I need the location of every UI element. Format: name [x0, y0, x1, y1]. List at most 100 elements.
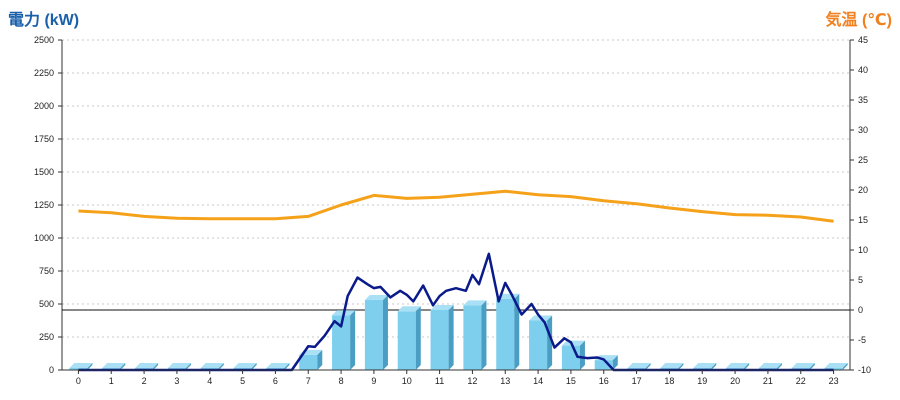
bar-front [529, 320, 548, 370]
bar-top [397, 306, 421, 312]
x-tick-label: 21 [763, 376, 773, 386]
bar [529, 315, 553, 370]
x-tick-label: 22 [796, 376, 806, 386]
bar-front [397, 311, 416, 370]
bar-side [514, 293, 520, 370]
x-tick-label: 7 [306, 376, 311, 386]
bar [397, 306, 421, 370]
bar-front [364, 300, 383, 370]
bar-side [809, 363, 815, 370]
bar-side [711, 363, 717, 370]
x-tick-label: 23 [829, 376, 839, 386]
x-tick-label: 5 [240, 376, 245, 386]
x-tick-label: 19 [697, 376, 707, 386]
x-tick-label: 1 [109, 376, 114, 386]
y-right-tick-label: -10 [858, 365, 871, 375]
bar-top [561, 340, 585, 346]
bar [332, 310, 356, 370]
y-left-tick-label: 1250 [34, 200, 54, 210]
bar-side [153, 363, 159, 370]
x-tick-label: 16 [599, 376, 609, 386]
power-line [78, 252, 834, 372]
y-left-tick-label: 2500 [34, 35, 54, 45]
x-tick-label: 15 [566, 376, 576, 386]
bar-top [102, 363, 126, 369]
bar-side [744, 363, 750, 370]
x-tick-label: 14 [533, 376, 543, 386]
bar-side [645, 363, 651, 370]
y-right-tick-label: 45 [858, 35, 868, 45]
y-right-tick-label: 35 [858, 95, 868, 105]
bar-top [463, 300, 487, 306]
x-tick-label: 20 [730, 376, 740, 386]
bar-side [185, 363, 191, 370]
y-right-tick-label: -5 [858, 335, 866, 345]
y-left-tick-label: 750 [39, 266, 54, 276]
y-right-tick-label: 40 [858, 65, 868, 75]
bar-top [824, 363, 848, 369]
x-tick-label: 4 [207, 376, 212, 386]
bar-top [233, 363, 257, 369]
bar-top [791, 363, 815, 369]
bar-side [120, 363, 126, 370]
y-left-tick-label: 1500 [34, 167, 54, 177]
x-tick-label: 13 [500, 376, 510, 386]
y-right-tick-label: 20 [858, 185, 868, 195]
x-tick-label: 0 [76, 376, 81, 386]
y-right-tick-label: 0 [858, 305, 863, 315]
bar-side [251, 363, 257, 370]
bar-top [266, 363, 290, 369]
bar-side [678, 363, 684, 370]
bar-top [364, 295, 388, 301]
y-right-axis-title: 気温 (℃) [825, 12, 892, 29]
y-right-tick-label: 25 [858, 155, 868, 165]
x-tick-label: 3 [174, 376, 179, 386]
x-tick-label: 18 [664, 376, 674, 386]
bar [496, 293, 520, 370]
y-left-axis-title: 電力 (kW) [8, 12, 80, 29]
x-tick-label: 9 [371, 376, 376, 386]
y-left-tick-label: 2000 [34, 101, 54, 111]
bar [463, 300, 487, 370]
bar-side [382, 295, 388, 370]
x-tick-label: 6 [273, 376, 278, 386]
y-left-tick-label: 1000 [34, 233, 54, 243]
x-tick-label: 17 [632, 376, 642, 386]
bar-top [430, 304, 454, 310]
bar-front [430, 309, 449, 370]
x-tick-label: 8 [339, 376, 344, 386]
bar-top [135, 363, 159, 369]
y-left-tick-label: 500 [39, 299, 54, 309]
bar-top [167, 363, 191, 369]
bar [299, 349, 323, 370]
bar-side [317, 349, 323, 370]
temperature-line [78, 189, 834, 223]
x-tick-label: 10 [402, 376, 412, 386]
y-right-tick-label: 10 [858, 245, 868, 255]
bar-top [627, 363, 651, 369]
y-left-tick-label: 2250 [34, 68, 54, 78]
y-right-tick-label: 30 [858, 125, 868, 135]
bar-front [463, 305, 482, 370]
bar-side [87, 363, 93, 370]
bar-top [660, 363, 684, 369]
bar-top [726, 363, 750, 369]
bar-top [69, 363, 93, 369]
bar-top [200, 363, 224, 369]
y-left-tick-label: 250 [39, 332, 54, 342]
bar-side [350, 310, 356, 370]
x-tick-label: 11 [435, 376, 444, 386]
bar-side [612, 355, 618, 370]
bar [430, 304, 454, 370]
bar-side [481, 300, 487, 370]
y-left-tick-label: 1750 [34, 134, 54, 144]
bar [364, 295, 388, 370]
bar-top [758, 363, 782, 369]
bar-front [299, 354, 318, 370]
bar-front [332, 315, 351, 370]
x-tick-label: 12 [467, 376, 477, 386]
bar-front [594, 360, 613, 370]
bar-side [579, 340, 585, 370]
x-tick-label: 2 [142, 376, 147, 386]
